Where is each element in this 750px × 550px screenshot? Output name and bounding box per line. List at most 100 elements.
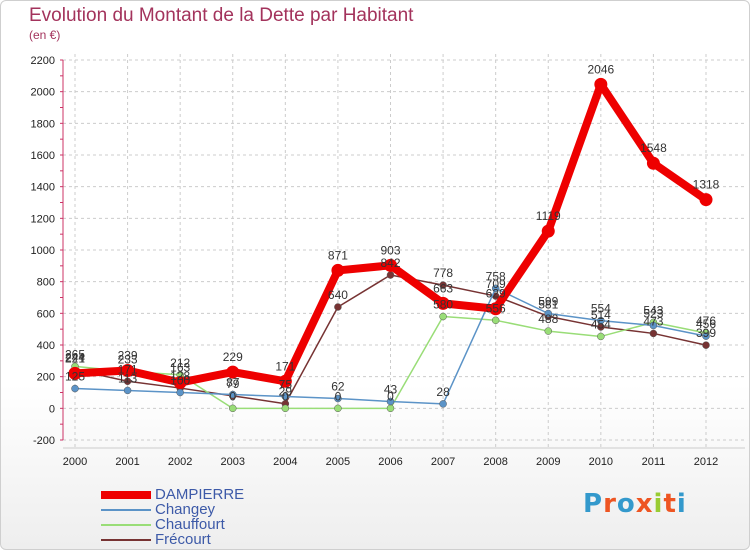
data-point xyxy=(281,392,290,401)
y-tick-label: 1200 xyxy=(31,213,55,225)
data-label: 171 xyxy=(118,362,138,376)
data-point xyxy=(281,404,290,413)
data-point xyxy=(386,404,395,413)
data-point xyxy=(702,332,710,340)
chart-title: Evolution du Montant de la Dette par Hab… xyxy=(29,5,414,26)
logo-letter: i xyxy=(653,489,664,519)
data-point xyxy=(386,271,395,279)
data-point xyxy=(226,365,240,379)
data-label: 454 xyxy=(591,317,611,331)
logo-letter: i xyxy=(676,489,687,519)
logo-letter: o xyxy=(616,489,636,519)
data-label: 244 xyxy=(65,351,85,365)
logo-letter: r xyxy=(603,489,617,519)
data-label: 75 xyxy=(279,377,293,391)
data-label: 79 xyxy=(226,377,240,391)
data-point xyxy=(436,296,450,310)
x-tick-label: 2001 xyxy=(115,456,139,468)
data-point xyxy=(699,193,713,207)
data-point xyxy=(173,376,187,390)
x-tick-label: 2010 xyxy=(589,456,613,468)
data-label: 556 xyxy=(486,301,506,315)
data-point xyxy=(334,303,342,311)
data-label: 580 xyxy=(433,298,453,312)
data-point xyxy=(123,377,132,386)
data-label: 163 xyxy=(170,361,190,375)
data-label: 125 xyxy=(65,370,85,384)
logo-letter: P xyxy=(583,489,604,519)
data-point xyxy=(439,400,447,408)
data-label: 113 xyxy=(118,371,137,385)
data-label: 171 xyxy=(275,359,295,373)
x-tick-label: 2005 xyxy=(326,456,350,468)
data-label: 629 xyxy=(486,287,506,301)
data-point xyxy=(541,224,555,238)
data-point xyxy=(229,404,237,413)
legend-swatch xyxy=(101,490,151,499)
data-label: 1318 xyxy=(693,178,720,192)
y-tick-label: 1400 xyxy=(31,182,55,194)
x-tick-label: 2006 xyxy=(378,456,402,468)
data-label: 233 xyxy=(118,352,138,366)
data-label: 842 xyxy=(380,256,400,270)
y-tick-label: 800 xyxy=(37,277,55,289)
y-tick-label: 400 xyxy=(37,340,55,352)
data-label: 265 xyxy=(65,347,85,361)
y-tick-label: 0 xyxy=(49,403,55,415)
data-point xyxy=(384,258,397,272)
data-point xyxy=(386,397,395,406)
data-label: 488 xyxy=(538,312,558,326)
legend-label: Changey xyxy=(155,501,216,518)
data-label: 239 xyxy=(118,348,138,362)
data-label: 554 xyxy=(591,302,611,316)
x-tick-label: 2008 xyxy=(483,456,507,468)
data-point xyxy=(594,77,608,91)
data-label: 1119 xyxy=(536,209,561,223)
legend-item: Chauffourt xyxy=(101,517,244,532)
data-label: 221 xyxy=(65,351,85,365)
data-label: 43 xyxy=(384,383,398,397)
data-point xyxy=(646,156,660,170)
x-tick-label: 2011 xyxy=(642,456,666,468)
x-tick-label: 2002 xyxy=(168,456,192,468)
data-point xyxy=(649,329,658,338)
y-tick-label: -200 xyxy=(33,435,55,447)
data-point xyxy=(68,366,82,380)
data-point xyxy=(229,390,237,399)
x-tick-label: 2007 xyxy=(431,456,455,468)
data-point xyxy=(597,316,605,325)
data-point xyxy=(334,394,342,403)
data-point xyxy=(71,384,79,393)
data-label: 456 xyxy=(696,317,716,331)
data-label: 0 xyxy=(335,389,342,403)
data-point xyxy=(278,374,292,388)
legend-item: Frécourt xyxy=(101,532,244,547)
x-tick-label: 2012 xyxy=(694,456,718,468)
data-label: 476 xyxy=(696,314,716,328)
data-point xyxy=(439,312,447,321)
y-tick-label: 2000 xyxy=(31,87,55,99)
data-label: 758 xyxy=(486,269,506,283)
y-tick-label: 200 xyxy=(37,372,55,384)
data-point xyxy=(702,341,710,349)
data-label: 0 xyxy=(282,389,289,403)
data-label: 0 xyxy=(387,389,394,403)
data-label: 473 xyxy=(643,314,663,328)
data-label: 543 xyxy=(643,303,663,317)
data-point xyxy=(544,309,552,318)
chart-legend: DAMPIERRE Changey Chauffourt Frécourt xyxy=(101,487,244,547)
data-label: 871 xyxy=(328,248,348,262)
data-label: 28 xyxy=(436,385,450,399)
data-label: 2046 xyxy=(587,62,614,76)
data-label: 640 xyxy=(328,288,348,302)
data-point xyxy=(597,332,605,341)
logo-letter: x xyxy=(635,489,654,519)
data-point xyxy=(491,316,500,325)
x-tick-label: 2009 xyxy=(536,456,560,468)
legend-swatch xyxy=(101,538,151,541)
chart-subtitle: (en €) xyxy=(29,28,61,42)
legend-label: Chauffourt xyxy=(155,516,225,533)
y-tick-label: 1800 xyxy=(31,118,55,130)
